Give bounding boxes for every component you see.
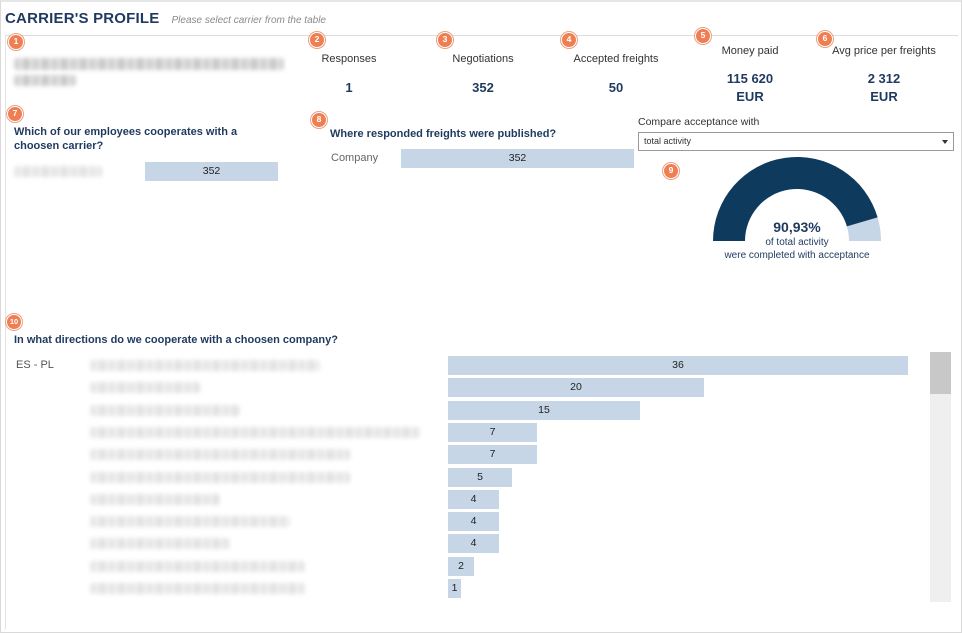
avg-price-value: 2 312 bbox=[867, 71, 901, 86]
employees-title-line1: Which of our employees cooperates with a bbox=[14, 126, 238, 138]
direction-bar[interactable]: 7 bbox=[448, 423, 537, 442]
direction-name-redacted bbox=[90, 472, 350, 483]
avg-price-label: Avg price per freights bbox=[832, 45, 936, 57]
badge-2: 2 bbox=[309, 32, 325, 48]
direction-name-redacted bbox=[90, 405, 240, 416]
direction-bar[interactable]: 1 bbox=[448, 579, 461, 598]
responses-value: 1 bbox=[345, 80, 353, 95]
acceptance-gauge bbox=[713, 157, 881, 241]
compare-label: Compare acceptance with bbox=[638, 116, 760, 128]
gauge-percent: 90,93% bbox=[773, 219, 821, 235]
carrier-name-redacted bbox=[14, 58, 284, 70]
published-title: Where responded freights were published? bbox=[330, 128, 557, 140]
direction-name-redacted bbox=[90, 494, 220, 505]
direction-bar[interactable]: 5 bbox=[448, 468, 512, 487]
badge-8: 8 bbox=[311, 112, 327, 128]
employee-name-redacted bbox=[14, 166, 102, 177]
direction-bar[interactable]: 4 bbox=[448, 490, 499, 509]
compare-select[interactable]: total activity bbox=[638, 132, 954, 151]
badge-9: 9 bbox=[663, 163, 679, 179]
content-panel bbox=[5, 35, 958, 629]
money-paid-unit: EUR bbox=[736, 89, 764, 104]
negotiations-label: Negotiations bbox=[452, 53, 514, 65]
accepted-value: 50 bbox=[608, 80, 624, 95]
gauge-rest-arc bbox=[846, 217, 881, 241]
direction-bar[interactable]: 15 bbox=[448, 401, 640, 420]
badge-6: 6 bbox=[817, 31, 833, 47]
badge-1: 1 bbox=[8, 34, 24, 50]
chevron-down-icon[interactable] bbox=[942, 140, 948, 144]
employees-title-line2: choosen carrier? bbox=[14, 140, 104, 152]
direction-name-redacted bbox=[90, 360, 320, 371]
direction-bar[interactable]: 4 bbox=[448, 512, 499, 531]
direction-name-redacted bbox=[90, 538, 230, 549]
badge-4: 4 bbox=[561, 32, 577, 48]
compare-selected-value: total activity bbox=[644, 136, 692, 146]
carrier-name-redacted-2 bbox=[14, 75, 76, 86]
direction-name-redacted bbox=[90, 583, 305, 594]
published-row-label: Company bbox=[331, 152, 379, 164]
direction-name-redacted bbox=[90, 561, 305, 572]
direction-name-redacted bbox=[90, 427, 420, 438]
badge-10: 10 bbox=[6, 314, 22, 330]
directions-scrollbar[interactable] bbox=[930, 352, 951, 602]
page-subtitle: Please select carrier from the table bbox=[171, 15, 326, 26]
money-paid-value: 115 620 bbox=[726, 71, 774, 86]
direction-name-redacted bbox=[90, 382, 200, 393]
gauge-caption-line1: of total activity bbox=[765, 237, 829, 248]
direction-bar[interactable]: 4 bbox=[448, 534, 499, 553]
direction-name-redacted bbox=[90, 449, 350, 460]
gauge-caption-line2: were completed with acceptance bbox=[724, 250, 870, 261]
avg-price-unit: EUR bbox=[870, 89, 898, 104]
badge-3: 3 bbox=[437, 32, 453, 48]
badge-5: 5 bbox=[695, 28, 711, 44]
direction-name-redacted bbox=[90, 516, 290, 527]
badge-7: 7 bbox=[7, 106, 23, 122]
published-bar[interactable]: 352 bbox=[401, 149, 634, 168]
direction-label-first: ES - PL bbox=[16, 359, 54, 371]
negotiations-value: 352 bbox=[472, 80, 494, 95]
gauge-fill-arc bbox=[713, 157, 878, 241]
accepted-label: Accepted freights bbox=[573, 53, 659, 65]
employee-bar[interactable]: 352 bbox=[145, 162, 278, 181]
page-header: CARRIER'S PROFILE Please select carrier … bbox=[5, 10, 326, 32]
page-title: CARRIER'S PROFILE bbox=[5, 10, 160, 27]
direction-bar[interactable]: 7 bbox=[448, 445, 537, 464]
directions-title: In what directions do we cooperate with … bbox=[14, 334, 338, 346]
directions-scrollbar-thumb[interactable] bbox=[930, 352, 951, 394]
direction-bar[interactable]: 20 bbox=[448, 378, 704, 397]
direction-bar[interactable]: 2 bbox=[448, 557, 474, 576]
responses-label: Responses bbox=[321, 53, 377, 65]
direction-bar[interactable]: 36 bbox=[448, 356, 908, 375]
money-paid-label: Money paid bbox=[721, 45, 779, 57]
